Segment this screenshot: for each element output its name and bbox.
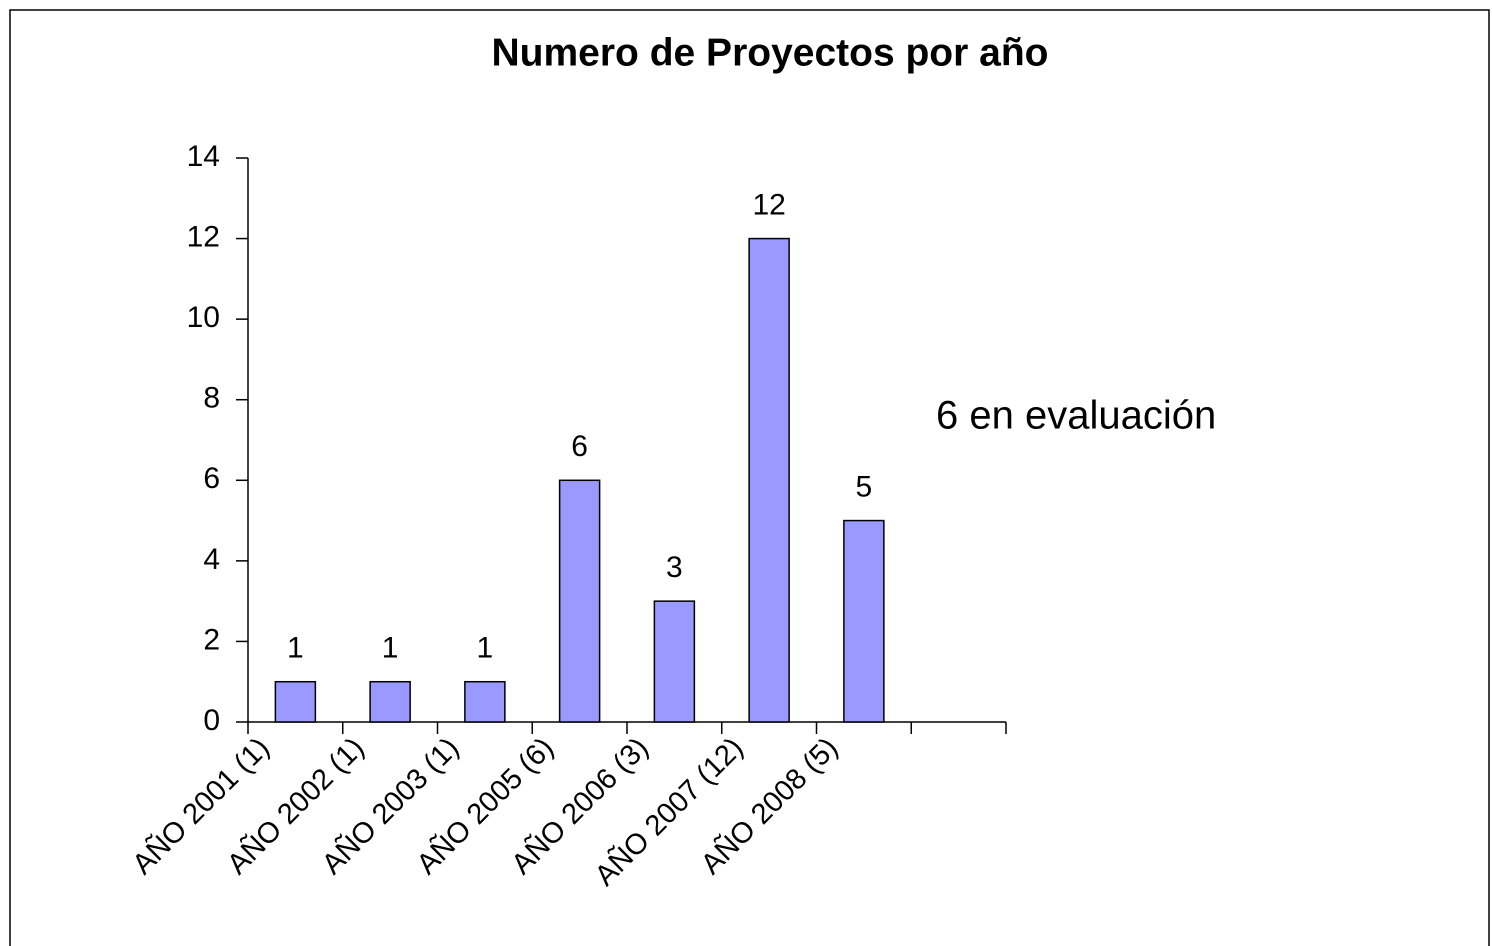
chart-title: Numero de Proyectos por año	[492, 31, 1049, 74]
y-tick-label: 4	[203, 543, 220, 576]
data-label: 1	[382, 632, 399, 665]
bar	[653, 600, 696, 723]
y-tick-label: 12	[187, 220, 220, 253]
data-label: 3	[666, 551, 683, 584]
data-label: 1	[477, 632, 494, 665]
bar	[274, 680, 317, 723]
data-label: 6	[571, 430, 588, 463]
bar	[558, 479, 601, 723]
bar	[464, 680, 506, 723]
y-tick-label: 0	[203, 704, 220, 737]
data-label: 12	[752, 188, 785, 221]
bar	[843, 519, 885, 723]
y-tick-label: 14	[187, 140, 220, 173]
bar	[369, 680, 411, 723]
annotation: 6 en evaluación	[936, 394, 1216, 438]
y-tick-label: 2	[203, 623, 220, 656]
y-tick-label: 10	[187, 301, 220, 334]
y-tick-label: 8	[203, 382, 220, 415]
data-label: 5	[856, 470, 873, 503]
data-label: 1	[287, 632, 304, 665]
bar	[748, 237, 790, 723]
y-tick-label: 6	[203, 462, 220, 495]
